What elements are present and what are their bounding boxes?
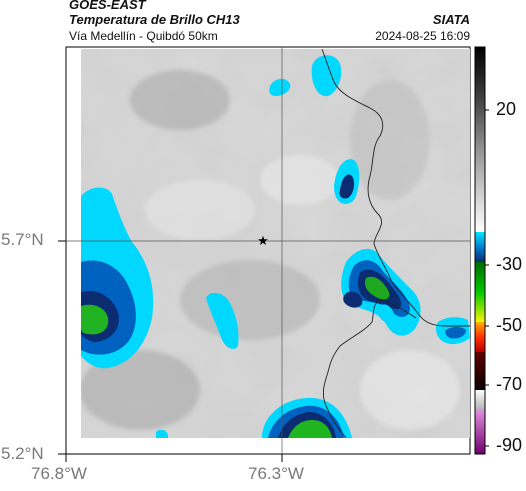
cloud-field xyxy=(81,49,470,438)
y-tick-label: 5.7°N xyxy=(1,230,44,249)
colorbar-tick-label: -70 xyxy=(496,374,523,394)
x-tick-label: 76.8°W xyxy=(31,464,87,483)
admin-boundary xyxy=(321,49,470,438)
x-tick-label: 76.3°W xyxy=(248,464,304,483)
colorbar-tick-label: -90 xyxy=(496,435,523,455)
colorbar-tick-label: 20 xyxy=(496,99,517,119)
cloud-cell-small xyxy=(156,292,470,438)
title-satellite: GOES-EAST xyxy=(69,0,146,12)
convective-cell-east xyxy=(341,248,421,336)
convective-cell-west xyxy=(81,187,154,369)
colorbar-tick-label: -30 xyxy=(496,254,523,274)
convective-cell-south xyxy=(262,397,352,438)
station-marker: ★ xyxy=(257,234,269,249)
y-tick-label: 5.2°N xyxy=(1,444,44,463)
title-source: SIATA xyxy=(432,12,470,27)
cloud-cell-center xyxy=(334,159,360,204)
colorbar-tick-label: -50 xyxy=(496,315,523,335)
title-product: Temperatura de Brillo CH13 xyxy=(69,12,240,27)
colorbar xyxy=(474,46,489,455)
title-timestamp: 2024-08-25 16:09 xyxy=(375,29,470,43)
title-region: Vía Medellín - Quibdó 50km xyxy=(69,29,218,43)
cloud-cell-north xyxy=(269,55,342,97)
